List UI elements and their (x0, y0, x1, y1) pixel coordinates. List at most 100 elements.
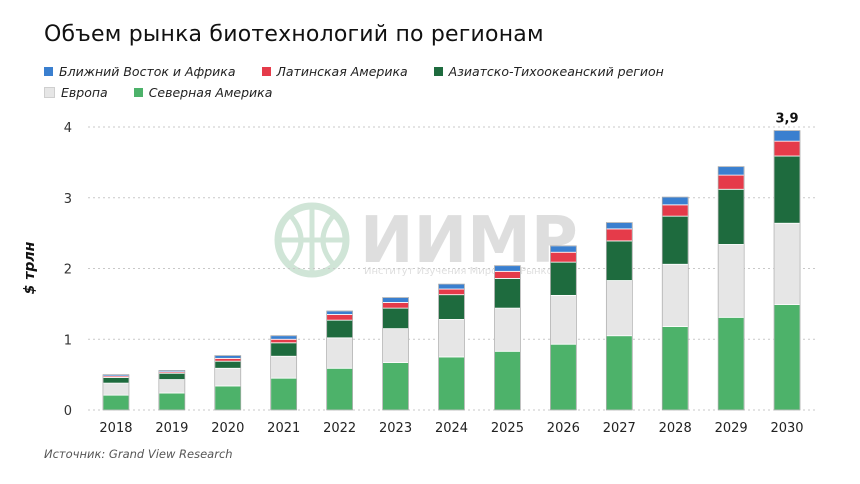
bar-segment-na-2023 (382, 362, 409, 411)
legend: Ближний Восток и Африка Латинская Америка… (44, 64, 824, 106)
bar-segment-europe-2030 (773, 222, 801, 305)
bar-segment-apac-2029 (717, 188, 745, 245)
legend-swatch (44, 87, 55, 98)
legend-item-europe: Европа (44, 85, 108, 100)
x-tick-label: 2024 (435, 421, 468, 436)
bar-segment-europe-2020 (214, 367, 242, 387)
bar-segment-na-2027 (605, 335, 633, 411)
bar-segment-apac-2025 (494, 278, 521, 309)
bar-outline-2030 (773, 130, 801, 411)
bar-segment-na-2024 (438, 356, 465, 411)
globe-line (288, 213, 304, 267)
total-data-label: 3,9 (776, 112, 799, 127)
y-tick-label: 4 (64, 121, 72, 136)
bar-outline-2023 (382, 297, 409, 411)
legend-item-na: Северная Америка (133, 85, 273, 100)
bar-segment-apac-2028 (661, 215, 689, 265)
bar-segment-latam-2023 (382, 302, 409, 309)
bar-segment-na-2020 (214, 385, 242, 411)
bar-segment-europe-2026 (549, 294, 577, 345)
y-tick-label: 3 (64, 192, 72, 207)
bar-segment-latam-2022 (326, 314, 354, 321)
x-tick-label: 2020 (211, 421, 244, 436)
bar-segment-europe-2019 (158, 379, 186, 394)
bar-segment-na-2025 (494, 350, 521, 411)
bar-segment-europe-2027 (605, 280, 633, 337)
legend-label: Европа (61, 85, 108, 100)
bar-segment-mea-2025 (494, 265, 521, 272)
bar-segment-na-2019 (158, 392, 186, 411)
bar-segment-apac-2022 (326, 319, 354, 339)
bar-segment-na-2028 (661, 326, 689, 411)
source-note: Источник: Grand View Research (44, 447, 233, 461)
x-tick-label: 2029 (715, 421, 748, 436)
y-tick-label: 0 (64, 404, 72, 419)
legend-label: Латинская Америка (276, 64, 408, 79)
y-tick-label: 2 (64, 263, 72, 278)
bar-segment-na-2018 (102, 394, 130, 411)
bar-segment-mea-2029 (717, 166, 745, 176)
bar-segment-na-2030 (773, 304, 801, 411)
bar-segment-mea-2021 (270, 335, 298, 340)
x-tick-label: 2022 (323, 421, 356, 436)
bar-segment-na-2022 (326, 367, 354, 411)
x-tick-label: 2023 (379, 421, 412, 436)
globe-icon (274, 202, 350, 278)
x-tick-label: 2026 (547, 421, 580, 436)
bar-outline-2022 (326, 310, 353, 411)
bar-segment-europe-2025 (494, 307, 521, 352)
x-tick-label: 2028 (659, 421, 692, 436)
bar-segment-apac-2023 (382, 307, 409, 330)
bar-segment-apac-2021 (270, 342, 298, 357)
x-tick-label: 2018 (99, 421, 132, 436)
bar-segment-europe-2024 (438, 319, 465, 358)
bar-segment-latam-2030 (773, 140, 801, 157)
bar-segment-na-2029 (717, 316, 745, 411)
legend-label: Азиатско-Тихоокеанский регион (448, 64, 664, 79)
y-tick-label: 1 (64, 333, 72, 348)
bar-outline-2018 (102, 374, 130, 411)
legend-item-latam: Латинская Америка (261, 64, 408, 79)
bar-segment-europe-2023 (382, 328, 409, 363)
bar-segment-europe-2018 (102, 382, 130, 396)
bar-segment-mea-2030 (773, 130, 801, 142)
bar-segment-mea-2026 (549, 245, 577, 253)
x-tick-label: 2030 (770, 421, 803, 436)
bar-outline-2021 (270, 335, 298, 411)
bar-outline-2029 (717, 166, 745, 411)
bar-outline-2027 (605, 222, 633, 411)
bar-segment-latam-2026 (549, 251, 577, 263)
legend-row: Ближний Восток и Африка Латинская Америка… (44, 64, 824, 79)
bar-segment-latam-2029 (717, 174, 745, 190)
y-axis-title: $ трлн (22, 241, 38, 295)
bar-segment-europe-2022 (326, 337, 354, 369)
bar-outline-2024 (438, 283, 465, 411)
legend-label: Северная Америка (148, 85, 273, 100)
bar-segment-apac-2026 (549, 261, 577, 296)
x-tick-label: 2021 (267, 421, 300, 436)
bar-segment-apac-2030 (773, 155, 801, 224)
bar-segment-latam-2021 (270, 338, 298, 344)
bar-segment-latam-2027 (605, 228, 633, 242)
legend-swatch (433, 67, 443, 76)
bar-segment-mea-2027 (605, 222, 633, 230)
bar-segment-apac-2024 (438, 294, 465, 320)
bar-segment-europe-2029 (717, 244, 745, 318)
bar-outline-2025 (494, 265, 521, 411)
bar-segment-latam-2020 (214, 357, 242, 362)
bar-segment-latam-2025 (494, 270, 521, 279)
bar-segment-apac-2027 (605, 240, 633, 281)
legend-label: Ближний Восток и Африка (59, 64, 236, 79)
watermark-subtitle: Институт Изучения Мировых Рынков (364, 266, 559, 277)
bar-segment-latam-2028 (661, 204, 689, 217)
x-tick-label: 2027 (603, 421, 636, 436)
bar-segment-na-2021 (270, 377, 298, 411)
watermark-name: ИИМР (360, 204, 578, 278)
bar-segment-apac-2018 (102, 377, 130, 384)
legend-swatch (261, 67, 271, 76)
globe-line (320, 213, 336, 267)
bar-outline-2028 (661, 196, 689, 411)
bar-segment-latam-2024 (438, 288, 465, 296)
